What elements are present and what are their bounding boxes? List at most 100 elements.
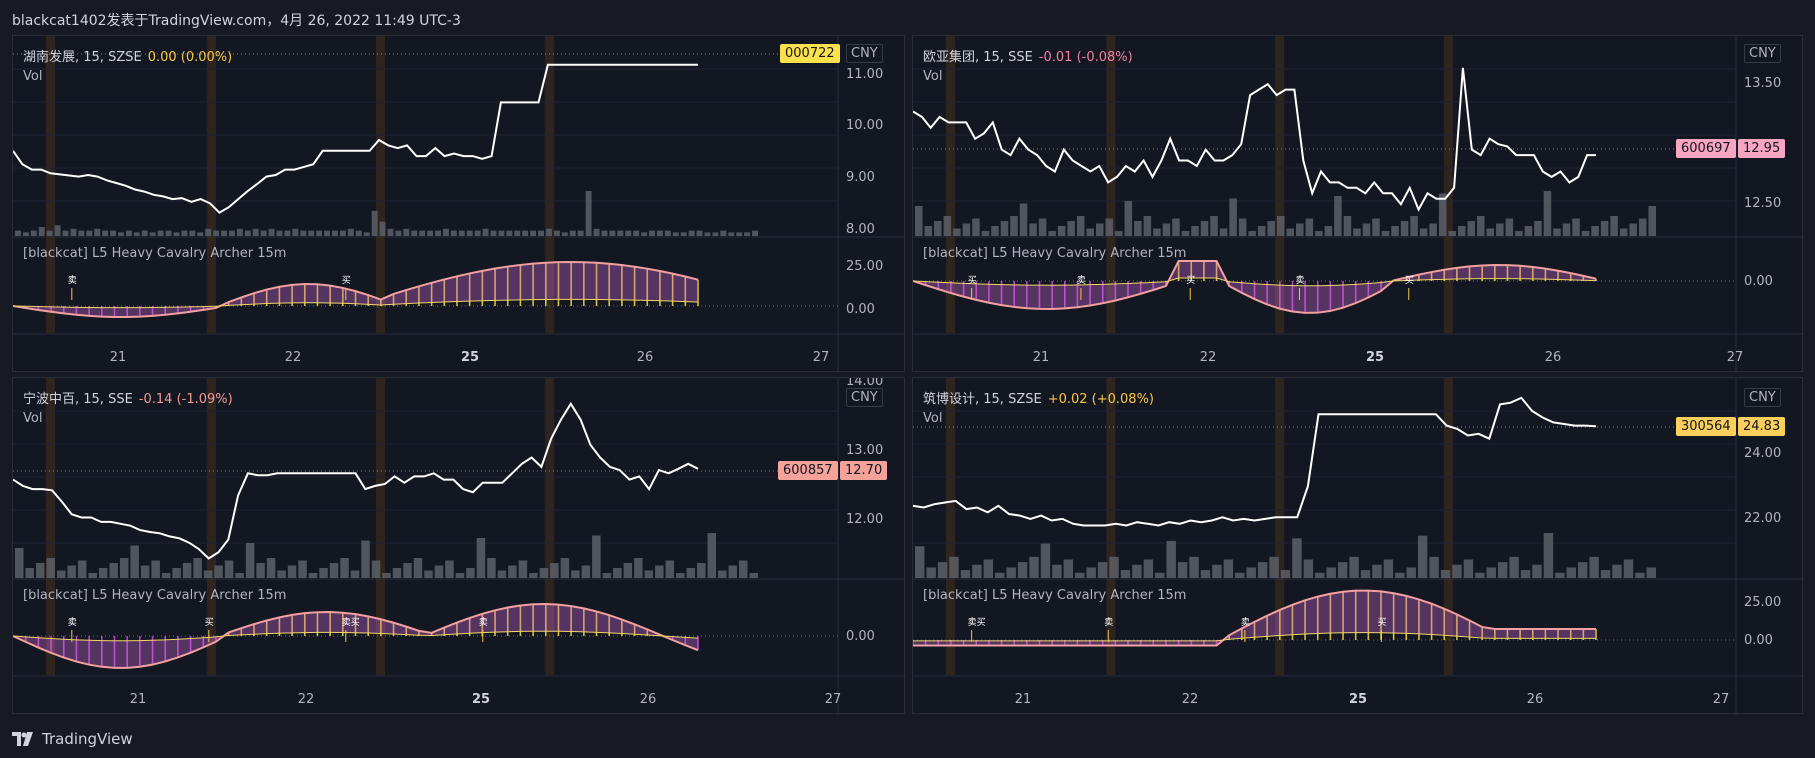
tradingview-logo-icon — [12, 732, 33, 746]
volume-bar — [151, 560, 160, 578]
volume-bar — [62, 230, 69, 236]
volume-bar — [1448, 231, 1456, 236]
indicator-signal-line — [913, 632, 1596, 642]
volume-bar — [109, 563, 118, 578]
indicator-label: [blackcat] L5 Heavy Cavalry Archer 15m — [923, 246, 1187, 261]
session-band — [945, 36, 955, 333]
volume-bar — [119, 558, 129, 578]
signal-marker: 卖 — [68, 275, 77, 286]
volume-bar — [1057, 226, 1066, 236]
volume-bar — [1381, 231, 1390, 236]
volume-bar — [1191, 226, 1199, 236]
indicator-line — [913, 260, 1597, 314]
indicator-area — [913, 261, 1596, 313]
volume-bar — [1223, 559, 1234, 578]
volume-bar — [133, 232, 140, 236]
volume-bar — [411, 230, 418, 236]
volume-bar — [696, 230, 703, 236]
volume-bar — [339, 230, 346, 236]
volume-bar — [490, 230, 497, 236]
time-tick-label: 22 — [298, 692, 315, 707]
volume-bar — [94, 228, 101, 236]
volume-bar — [1143, 216, 1152, 236]
volume-bar — [98, 568, 108, 578]
volume-bar — [704, 232, 711, 236]
symbol-code-tag: 600857 — [778, 461, 838, 480]
currency-badge[interactable]: CNY — [1744, 44, 1781, 63]
volume-bar — [934, 221, 942, 236]
volume-bar — [78, 230, 85, 236]
volume-bar — [1410, 216, 1418, 236]
volume-bar — [1162, 223, 1171, 236]
volume-bar — [1181, 231, 1190, 236]
currency-badge[interactable]: CNY — [846, 388, 883, 407]
volume-bar — [560, 558, 570, 578]
volume-bar — [361, 540, 370, 578]
signal-marker: 卖 — [1241, 617, 1250, 628]
time-tick-label: 21 — [130, 692, 147, 707]
volume-bar — [1343, 216, 1352, 236]
volume-bar — [298, 560, 307, 578]
volume-bar — [236, 228, 243, 236]
volume-bar — [252, 228, 259, 236]
volume-bar — [1477, 216, 1485, 236]
volume-bar — [539, 568, 549, 578]
currency-badge[interactable]: CNY — [1744, 388, 1781, 407]
volume-bar — [157, 230, 164, 236]
price-tick-label: 13.00 — [846, 443, 883, 458]
time-tick-label: 22 — [285, 350, 302, 365]
volume-bar — [1292, 538, 1302, 578]
time-tick-label: 26 — [637, 350, 654, 365]
volume-bar — [329, 563, 339, 578]
volume-bar — [1235, 572, 1245, 578]
volume-bar — [403, 228, 410, 236]
volume-bar — [1562, 223, 1571, 236]
volume-bar — [1257, 562, 1268, 578]
volume-bar — [981, 231, 990, 236]
volume-bar — [1553, 228, 1561, 236]
volume-bar — [1219, 228, 1228, 236]
volume-bar — [1383, 559, 1394, 578]
volume-bar — [736, 232, 743, 236]
volume-bar — [1572, 218, 1580, 236]
symbol-legend[interactable]: 湖南发展, 15, SZSE 0.00 (0.00%) Vol — [23, 46, 232, 84]
symbol-legend[interactable]: 欧亚集团, 15, SSE -0.01 (-0.08%) Vol — [923, 46, 1133, 84]
currency-badge[interactable]: CNY — [846, 44, 883, 63]
chart-panel[interactable]: 卖买卖买卖 14.00 13.00 12.00 0.00 21 22 25 26 27 宁波中百, … — [12, 377, 906, 715]
volume-bar — [172, 568, 181, 578]
indicator-signal-line — [13, 630, 699, 642]
symbol-legend[interactable]: 宁波中百, 15, SSE -0.14 (-1.09%) Vol — [23, 388, 233, 426]
volume-bar — [38, 227, 45, 236]
volume-bar — [371, 560, 381, 578]
volume-bar — [943, 216, 952, 236]
volume-bar — [1286, 228, 1295, 236]
volume-bar — [718, 570, 727, 578]
volume-bar — [1619, 228, 1628, 236]
volume-bar — [392, 568, 402, 578]
volume-bar — [205, 228, 212, 236]
volume-bar — [1038, 218, 1047, 236]
chart-panel[interactable]: 买 卖 买 卖 买 13.50 12.50 0.00 21 22 25 26 27 欧亚集团, 15, S… — [912, 35, 1804, 373]
signal-marker: 卖 — [1295, 275, 1304, 286]
volume-bar — [1000, 221, 1009, 236]
volume-bar — [1362, 223, 1371, 236]
volume-bar — [983, 559, 994, 578]
volume-bar — [1166, 540, 1176, 578]
volume-bar — [924, 226, 933, 236]
indicator-label: [blackcat] L5 Heavy Cavalry Archer 15m — [23, 588, 287, 603]
volume-bar — [1395, 572, 1405, 578]
time-tick-label: 27 — [1713, 692, 1730, 707]
volume-bar — [15, 230, 21, 236]
volume-bar — [22, 232, 29, 236]
chart-panel[interactable]: 卖买卖卖买 24.00 22.00 25.00 0.00 21 22 25 26 27 筑博设计, … — [912, 377, 1804, 715]
volume-bar — [347, 228, 354, 236]
volume-bar — [30, 230, 37, 236]
volume-bar — [625, 230, 632, 236]
volume-bar — [256, 563, 265, 578]
chart-panel[interactable]: 卖 买 11.00 10.00 9.00 8.00 25.00 0.00 21 22 25 26 27 湖… — [12, 35, 906, 373]
volume-bar — [277, 570, 286, 578]
symbol-legend[interactable]: 筑博设计, 15, SZSE +0.02 (+0.08%) Vol — [923, 388, 1154, 426]
volume-bar — [1019, 203, 1028, 236]
volume-bar — [530, 230, 537, 236]
last-price-tag: 24.83 — [1738, 417, 1786, 436]
